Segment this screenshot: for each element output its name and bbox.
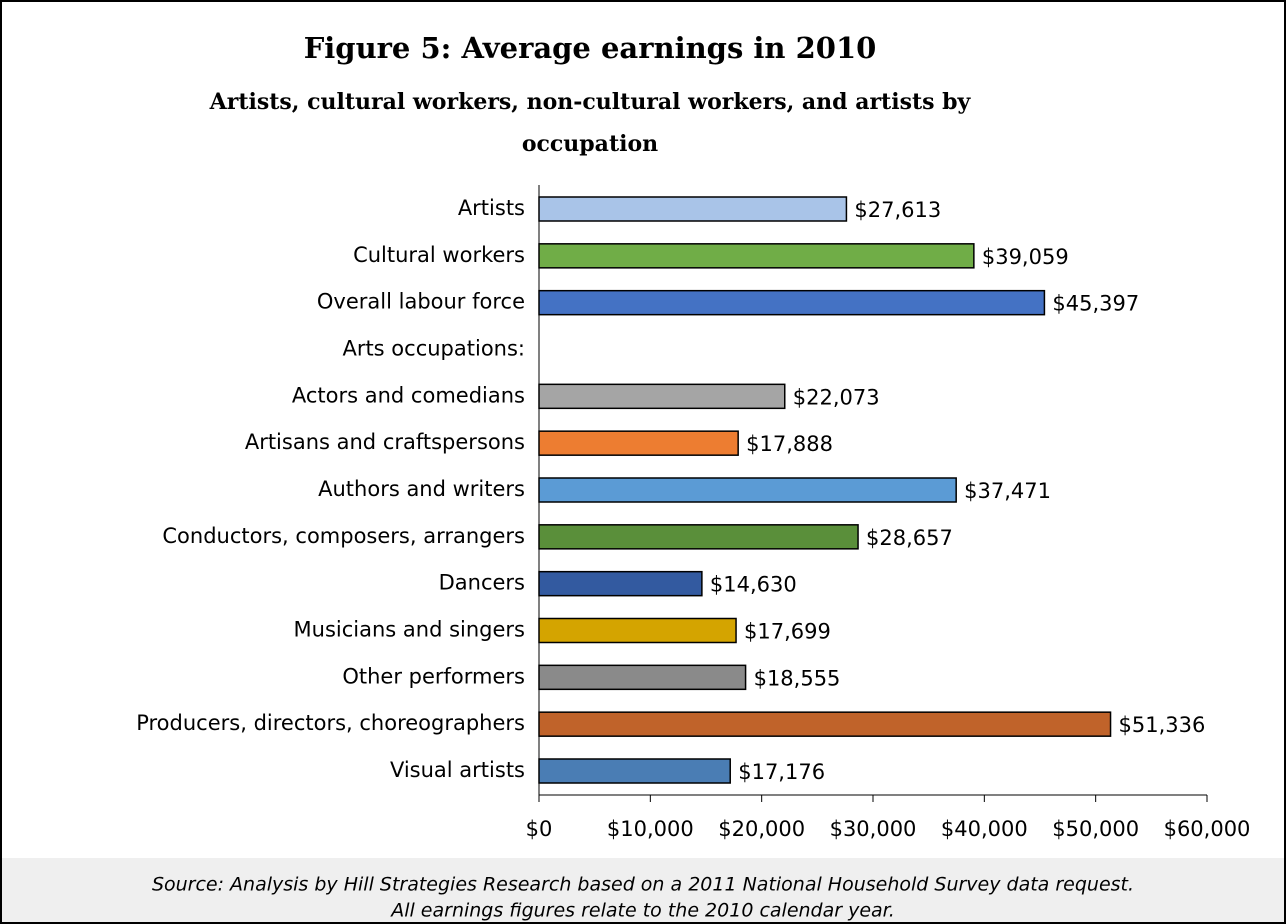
data-label: $27,613 <box>854 198 941 222</box>
y-tick-label: Artists <box>458 196 525 220</box>
x-tick-label: $10,000 <box>607 817 694 841</box>
data-label: $37,471 <box>964 479 1051 503</box>
y-tick-label: Authors and writers <box>318 477 525 501</box>
y-tick-label: Overall labour force <box>317 290 525 314</box>
y-tick-label: Actors and comedians <box>292 383 525 407</box>
y-tick-label: Musicians and singers <box>294 618 525 642</box>
y-tick-label: Producers, directors, choreographers <box>136 711 525 735</box>
chart-subtitle: occupation <box>522 131 658 157</box>
x-tick-label: $40,000 <box>941 817 1028 841</box>
x-tick-label: $30,000 <box>830 817 917 841</box>
y-tick-label: Other performers <box>342 664 525 688</box>
data-label: $28,657 <box>866 526 953 550</box>
bar <box>538 524 859 550</box>
bar <box>538 711 1112 737</box>
bar <box>538 570 703 597</box>
footer-band <box>2 858 1284 922</box>
x-tick-label: $60,000 <box>1164 817 1251 841</box>
data-label: $51,336 <box>1119 713 1206 737</box>
source-note: Source: Analysis by Hill Strategies Rese… <box>152 874 1134 896</box>
bar <box>538 617 737 644</box>
bar <box>538 758 731 784</box>
bar <box>538 243 975 269</box>
bar <box>538 289 1046 316</box>
y-tick-label: Dancers <box>439 571 525 595</box>
data-label: $18,555 <box>754 666 841 690</box>
bar <box>538 477 957 503</box>
data-label: $14,630 <box>710 573 797 597</box>
data-label: $22,073 <box>793 385 880 409</box>
x-tick-label: $20,000 <box>718 817 805 841</box>
y-tick-label: Visual artists <box>390 758 525 782</box>
bar <box>538 430 739 456</box>
chart-title: Figure 5: Average earnings in 2010 <box>304 31 877 65</box>
y-tick-label: Arts occupations: <box>342 337 525 361</box>
data-label: $17,888 <box>746 432 833 456</box>
bar <box>538 664 747 691</box>
data-label: $39,059 <box>982 245 1069 269</box>
bar <box>538 383 786 410</box>
data-label: $17,176 <box>738 760 825 784</box>
data-label: $45,397 <box>1052 292 1139 316</box>
chart-subtitle: Artists, cultural workers, non-cultural … <box>209 89 972 115</box>
x-tick-label: $0 <box>526 817 553 841</box>
x-tick-label: $50,000 <box>1052 817 1139 841</box>
source-note: All earnings figures relate to the 2010 … <box>389 900 895 922</box>
data-label: $17,699 <box>744 620 831 644</box>
y-tick-label: Cultural workers <box>353 243 525 267</box>
y-tick-label: Artisans and craftspersons <box>245 430 525 454</box>
y-tick-label: Conductors, composers, arrangers <box>162 524 525 548</box>
bar <box>538 196 848 222</box>
